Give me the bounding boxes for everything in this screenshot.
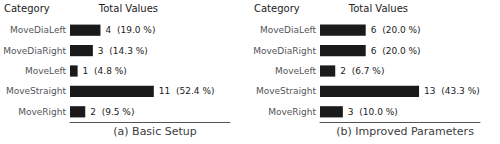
- svg-text:11 (52.4 %): 11 (52.4 %): [159, 86, 215, 96]
- svg-text:6 (20.0 %): 6 (20.0 %): [371, 25, 421, 35]
- svg-text:MoveDiaRight: MoveDiaRight: [253, 46, 316, 56]
- svg-text:Category: Category: [4, 3, 50, 14]
- svg-text:MoveDiaRight: MoveDiaRight: [3, 46, 66, 56]
- svg-text:Total Values: Total Values: [98, 3, 158, 14]
- svg-text:MoveLeft: MoveLeft: [275, 66, 317, 76]
- svg-text:MoveDiaLeft: MoveDiaLeft: [260, 25, 316, 35]
- svg-text:Total Values: Total Values: [348, 3, 408, 14]
- svg-text:MoveStraight: MoveStraight: [256, 86, 317, 96]
- svg-text:MoveLeft: MoveLeft: [25, 66, 67, 76]
- svg-text:13 (43.3 %): 13 (43.3 %): [424, 86, 480, 96]
- svg-text:2 (6.7 %): 2 (6.7 %): [340, 66, 384, 76]
- svg-text:Category: Category: [254, 3, 300, 14]
- svg-text:6 (20.0 %): 6 (20.0 %): [371, 46, 421, 56]
- svg-text:MoveRight: MoveRight: [268, 107, 316, 117]
- svg-text:4 (19.0 %): 4 (19.0 %): [105, 25, 155, 35]
- svg-text:2 (9.5 %): 2 (9.5 %): [90, 107, 134, 117]
- svg-text:(b) Improved Parameters: (b) Improved Parameters: [336, 125, 474, 138]
- svg-text:MoveStraight: MoveStraight: [6, 86, 67, 96]
- svg-text:MoveDiaLeft: MoveDiaLeft: [10, 25, 66, 35]
- svg-text:1 (4.8 %): 1 (4.8 %): [83, 66, 127, 76]
- svg-text:MoveRight: MoveRight: [18, 107, 66, 117]
- svg-text:(a) Basic Setup: (a) Basic Setup: [113, 125, 196, 138]
- svg-text:3 (10.0 %): 3 (10.0 %): [348, 107, 398, 117]
- svg-text:3 (14.3 %): 3 (14.3 %): [98, 46, 148, 56]
